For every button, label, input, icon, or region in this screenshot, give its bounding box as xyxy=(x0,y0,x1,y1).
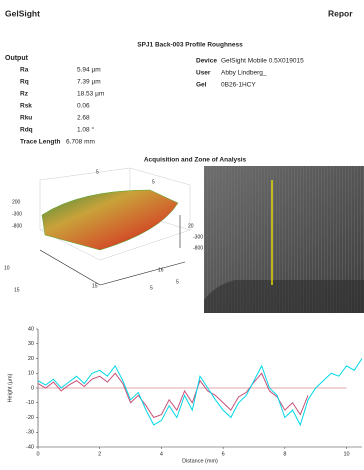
y-tick-label: 20 xyxy=(28,356,34,362)
profile-chart: -40 -30 -20 -10 0 10 20 30 40 0 2 4 6 8 10 Distance (mm… xyxy=(7,326,363,464)
surface-axis-label: -300 xyxy=(12,211,22,217)
y-tick-label: -10 xyxy=(26,400,34,406)
profile-line xyxy=(37,358,363,427)
x-axis-label: Distance (mm) xyxy=(182,458,218,464)
info-value: 0B26-1HCY xyxy=(221,82,256,89)
surface-axis-label: 15 xyxy=(92,283,98,289)
x-tick-label: 0 xyxy=(36,451,39,457)
output-heading: Output xyxy=(5,55,29,62)
surface-plot xyxy=(39,167,191,286)
metric-value: 5.94 µm xyxy=(77,67,101,74)
x-tick-label: 4 xyxy=(160,451,163,457)
surface-axis-label: 16 xyxy=(158,267,164,273)
info-label: User xyxy=(196,70,211,77)
x-tick-label: 6 xyxy=(222,451,225,457)
metric-label: Ra xyxy=(20,67,29,74)
acquisition-image xyxy=(204,166,364,313)
metric-value: 7.39 µm xyxy=(77,79,101,86)
info-label: Device xyxy=(196,58,217,65)
y-tick-label: 40 xyxy=(28,326,34,332)
y-tick-label: -40 xyxy=(26,444,34,450)
x-tick-label: 2 xyxy=(98,451,101,457)
surface-axis-label: 10 xyxy=(4,265,10,271)
metric-value: 6.708 mm xyxy=(66,139,95,146)
surface-axis-label: 20 xyxy=(188,223,194,229)
metric-value: 2.68 xyxy=(77,115,90,122)
surface-axis-label: -300 xyxy=(193,234,203,240)
report-label: Repor xyxy=(328,8,353,18)
report-title: SPJ1 Back-003 Profile Roughness xyxy=(137,42,243,49)
y-tick-label: -20 xyxy=(26,415,34,421)
y-tick-label: 10 xyxy=(28,371,34,377)
metric-label: Rku xyxy=(20,115,32,122)
x-tick-label: 10 xyxy=(344,451,350,457)
metric-label: Rsk xyxy=(20,103,32,110)
metric-value: 0.06 xyxy=(77,103,90,110)
surface-axis-label: 5 xyxy=(96,169,99,175)
y-tick-label: 0 xyxy=(31,385,34,391)
metric-label: Rq xyxy=(20,79,29,86)
surface-axis-label: -800 xyxy=(12,223,22,229)
info-value: Abby Lindberg_ xyxy=(221,70,267,77)
brand: GelSight xyxy=(5,8,40,18)
surface-axis-label: -800 xyxy=(193,245,203,251)
info-label: Gel xyxy=(196,82,207,89)
surface-axis-label: 15 xyxy=(14,287,20,293)
y-tick-label: -30 xyxy=(26,430,34,436)
y-axis-label: Height (µm) xyxy=(7,373,13,402)
section-title: Acquisition and Zone of Analysis xyxy=(144,157,247,164)
surface-axis-label: 5 xyxy=(150,285,153,291)
y-tick-label: 30 xyxy=(28,341,34,347)
surface-axis-label: 200 xyxy=(12,199,21,205)
surface-axis-label: 5 xyxy=(176,279,179,285)
x-tick-label: 8 xyxy=(283,451,286,457)
profile-line xyxy=(37,372,309,419)
metric-value: 18.53 µm xyxy=(77,91,104,98)
metric-label: Rz xyxy=(20,91,29,98)
metric-label: Rdq xyxy=(20,127,33,134)
metric-label: Trace Length xyxy=(20,139,60,146)
info-value: GelSight Mobile 0.5X019015 xyxy=(221,58,304,65)
surface-axis-label: 5 xyxy=(152,179,155,185)
metric-value: 1.08 ° xyxy=(77,126,94,134)
